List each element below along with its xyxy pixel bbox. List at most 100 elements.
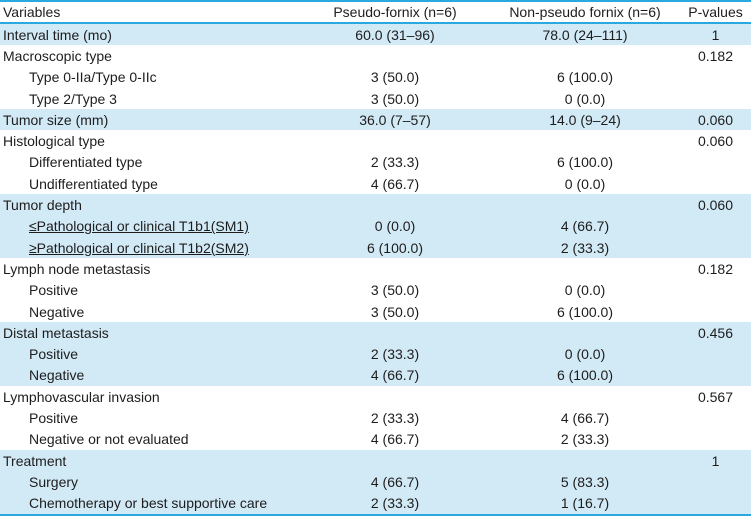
row-label: Surgery: [0, 471, 300, 493]
row-label: Lymphovascular invasion: [3, 388, 160, 405]
row-label: Undifferentiated type: [29, 175, 158, 192]
cell-p-value: [680, 492, 751, 514]
cell-non-pseudo-fornix: 0 (0.0): [564, 175, 606, 192]
cell-pseudo-fornix: [300, 449, 490, 472]
cell-pseudo-fornix: 4 (66.7): [370, 431, 420, 448]
row-label: Type 2/Type 3: [29, 90, 117, 107]
column-header-variables: Variables: [0, 2, 300, 24]
cell-p-value: 0.182: [697, 260, 734, 277]
row-label: ≤Pathological or clinical T1b1(SM1): [0, 215, 300, 237]
cell-non-pseudo-fornix: [490, 45, 680, 66]
cell-non-pseudo-fornix: 5 (83.3): [490, 471, 680, 493]
table-row: Lymphovascular invasion 0.567: [0, 386, 751, 407]
row-label: Differentiated type: [29, 154, 143, 171]
cell-non-pseudo-fornix: 0 (0.0): [490, 343, 680, 365]
cell-pseudo-fornix: [300, 130, 490, 151]
cell-p-value: [680, 407, 751, 428]
row-label: Positive: [29, 282, 79, 299]
cell-non-pseudo-fornix: 4 (66.7): [490, 215, 680, 237]
cell-non-pseudo-fornix: 2 (33.3): [490, 236, 680, 259]
table-row: Type 2/Type 3 3 (50.0) 0 (0.0): [0, 88, 751, 109]
cell-p-value: [680, 173, 751, 194]
cell-pseudo-fornix: [300, 322, 490, 344]
column-header-p-values: P-values: [680, 2, 751, 24]
row-label: Chemotherapy or best supportive care: [0, 492, 300, 514]
table-row: ≤Pathological or clinical T1b1(SM1) 0 (0.…: [0, 215, 751, 237]
cell-non-pseudo-fornix: 4 (66.7): [560, 409, 610, 426]
cell-pseudo-fornix: 6 (100.0): [300, 236, 490, 259]
cell-non-pseudo-fornix: 14.0 (9–24): [490, 109, 680, 131]
cell-non-pseudo-fornix: 0 (0.0): [564, 282, 606, 299]
cell-pseudo-fornix: [300, 194, 490, 216]
cell-p-value: [680, 215, 751, 237]
table-header: Variables Pseudo-fornix (n=6) Non-pseudo…: [0, 2, 751, 24]
cell-pseudo-fornix: 2 (33.3): [370, 154, 420, 171]
column-header-non-pseudo-fornix: Non-pseudo fornix (n=6): [490, 2, 680, 24]
table-row: Positive 2 (33.3) 0 (0.0): [0, 343, 751, 365]
cell-p-value: [680, 280, 751, 301]
cell-p-value: [680, 67, 751, 88]
row-label: Lymph node metastasis: [3, 260, 151, 277]
cell-pseudo-fornix: 4 (66.7): [300, 471, 490, 493]
cell-non-pseudo-fornix: [490, 449, 680, 472]
cell-p-value: 0.060: [697, 133, 734, 150]
cell-pseudo-fornix: 4 (66.7): [300, 364, 490, 387]
cell-non-pseudo-fornix: 6 (100.0): [490, 364, 680, 387]
cell-p-value: [680, 88, 751, 109]
table-row: Interval time (mo) 60.0 (31–96) 78.0 (24–1…: [0, 23, 751, 46]
cell-pseudo-fornix: 4 (66.7): [370, 175, 420, 192]
cell-pseudo-fornix: 2 (33.3): [300, 343, 490, 365]
table-row: Positive 2 (33.3) 4 (66.7): [0, 407, 751, 428]
table-row: Tumor size (mm) 36.0 (7–57) 14.0 (9–24) 0.0…: [0, 109, 751, 131]
column-header-pseudo-fornix: Pseudo-fornix (n=6): [300, 2, 490, 24]
cell-non-pseudo-fornix: [490, 322, 680, 344]
row-label: Negative: [0, 364, 300, 387]
row-label: ≥Pathological or clinical T1b2(SM2): [0, 236, 300, 259]
cell-p-value: [680, 236, 751, 259]
row-label: Distal metastasis: [0, 322, 300, 344]
cell-pseudo-fornix: 0 (0.0): [300, 215, 490, 237]
cell-p-value: 0.060: [680, 109, 751, 131]
cell-p-value: [680, 429, 751, 450]
table-row: Tumor depth 0.060: [0, 194, 751, 216]
cell-non-pseudo-fornix: 6 (100.0): [556, 303, 614, 320]
cell-p-value: 0.567: [697, 388, 734, 405]
row-label: Negative: [29, 303, 85, 320]
cell-pseudo-fornix: 3 (50.0): [370, 303, 420, 320]
row-label: Positive: [0, 343, 300, 365]
row-label: Treatment: [0, 449, 300, 472]
cell-p-value: 0.060: [680, 194, 751, 216]
table-row: Histological type 0.060: [0, 130, 751, 151]
cell-non-pseudo-fornix: 6 (100.0): [556, 154, 614, 171]
cell-pseudo-fornix: [300, 386, 490, 407]
cell-p-value: [680, 301, 751, 322]
row-label: Histological type: [3, 133, 105, 150]
cell-pseudo-fornix: 2 (33.3): [370, 409, 420, 426]
table-row: Type 0-IIa/Type 0-IIc 3 (50.0) 6 (100.0): [0, 67, 751, 88]
cell-pseudo-fornix: 60.0 (31–96): [300, 23, 490, 46]
cell-p-value: 1: [680, 23, 751, 46]
cell-non-pseudo-fornix: [490, 194, 680, 216]
table-body: Interval time (mo) 60.0 (31–96) 78.0 (24–1…: [0, 23, 751, 514]
table-row: Negative 4 (66.7) 6 (100.0): [0, 364, 751, 387]
cell-pseudo-fornix: 3 (50.0): [370, 69, 420, 86]
row-label: Tumor depth: [0, 194, 300, 216]
table-row: ≥Pathological or clinical T1b2(SM2) 6 (10…: [0, 236, 751, 259]
cell-p-value: [680, 471, 751, 493]
cell-non-pseudo-fornix: [490, 130, 680, 151]
row-label: Negative or not evaluated: [29, 431, 189, 448]
cell-pseudo-fornix: 3 (50.0): [370, 90, 420, 107]
cell-p-value: [680, 364, 751, 387]
cell-pseudo-fornix: 3 (50.0): [370, 282, 420, 299]
cell-non-pseudo-fornix: 78.0 (24–111): [490, 23, 680, 46]
row-label: Type 0-IIa/Type 0-IIc: [29, 69, 157, 86]
cell-p-value: [680, 343, 751, 365]
table-row: Negative or not evaluated 4 (66.7) 2 (33.3…: [0, 429, 751, 450]
cell-non-pseudo-fornix: 6 (100.0): [556, 69, 614, 86]
cell-p-value: 1: [680, 449, 751, 472]
row-label: Interval time (mo): [0, 23, 300, 46]
table-row: Lymph node metastasis 0.182: [0, 258, 751, 279]
row-label: Tumor size (mm): [0, 109, 300, 131]
